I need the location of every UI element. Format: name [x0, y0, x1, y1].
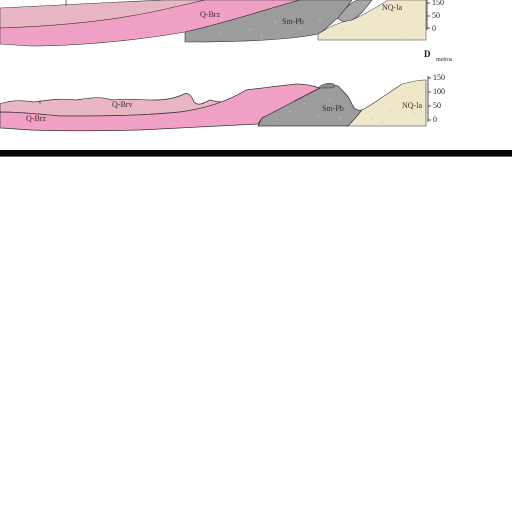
upper-gray-knob	[337, 0, 373, 22]
lower-label-gray: Sm-Pb	[322, 104, 344, 113]
lower-sand-texture	[371, 95, 415, 123]
lower-label-pink-left: Q-Brz	[26, 114, 46, 123]
upper-cross-section: Q-Brz Sm-Pb NQ-la 150 50 0	[0, 0, 444, 47]
lower-tick-0: 0	[433, 115, 437, 124]
lower-gray-knob	[317, 82, 336, 89]
lower-label-light-pink: Q-Brv	[112, 100, 132, 109]
lower-tick-100: 100	[433, 87, 445, 96]
upper-scale: 150 50 0	[426, 0, 444, 33]
upper-tick-50: 50	[432, 11, 440, 20]
lower-scale: 150 100 50 0	[427, 73, 445, 124]
section-letter-d: D	[424, 49, 431, 59]
lower-tick-150: 150	[433, 73, 445, 82]
bottom-rule-fade	[0, 156, 512, 157]
lower-cross-section: D metros Q-Brz Q-Brv Sm-Pb NQ-la	[0, 49, 453, 132]
upper-tick-150: 150	[432, 0, 444, 7]
upper-label-pink: Q-Brz	[200, 10, 220, 19]
upper-sand-unit	[317, 0, 427, 41]
lower-sand-unit	[347, 79, 427, 127]
upper-label-gray: Sm-Pb	[282, 17, 304, 26]
upper-tick-0: 0	[432, 24, 436, 33]
lower-label-sand: NQ-la	[402, 101, 422, 110]
lower-pink-unit	[0, 83, 321, 132]
lower-gray-texture	[277, 99, 341, 121]
upper-label-sand: NQ-la	[382, 3, 402, 12]
bottom-rule	[0, 150, 512, 156]
scale-unit-name: metros	[436, 57, 453, 63]
upper-gray-texture	[219, 19, 321, 37]
lower-tick-50: 50	[433, 101, 441, 110]
